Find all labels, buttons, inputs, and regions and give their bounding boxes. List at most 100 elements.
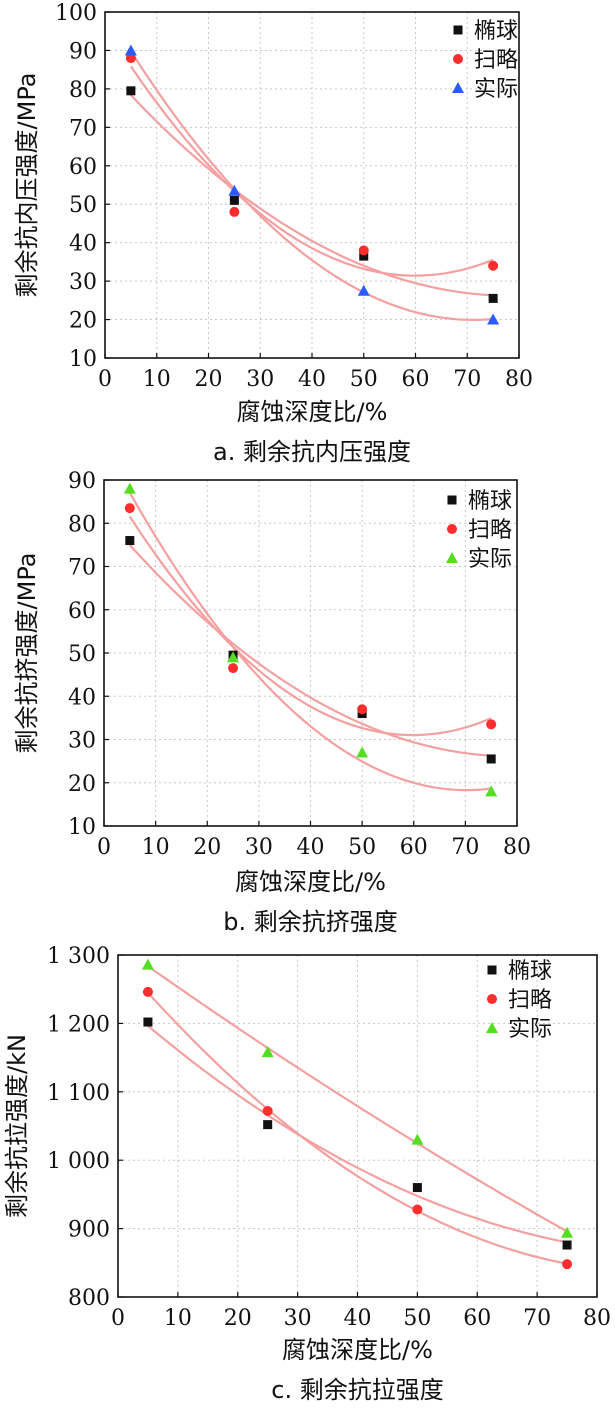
data-point-triangle	[485, 785, 498, 797]
y-tick-label: 30	[68, 729, 96, 754]
data-point-circle	[488, 260, 499, 271]
data-point-triangle	[123, 482, 136, 494]
x-tick-label: 30	[246, 367, 274, 392]
y-tick-label: 20	[69, 309, 97, 334]
y-tick-label: 1 000	[47, 1149, 110, 1174]
legend-marker-circle	[453, 54, 463, 64]
legend-marker-triangle	[486, 1022, 498, 1033]
legend-marker-triangle	[446, 552, 458, 563]
legend-label: 椭球	[508, 959, 552, 984]
chart-panel-c: 0 10 20 30 40 50 60 70 80 800 900 1 000 1 100 1 200 1 …	[3, 944, 611, 1404]
legend-marker-circle	[447, 524, 457, 534]
x-tick-label: 10	[143, 367, 171, 392]
y-tick-label: 80	[68, 512, 96, 537]
grid	[105, 12, 519, 358]
grid	[118, 955, 597, 1297]
chart-panel-a: 0 10 20 30 40 50 60 70 80102030405060708090100腐蚀…	[13, 1, 533, 466]
x-tick-label: 0	[98, 367, 112, 392]
data-point-circle	[486, 719, 497, 730]
legend-label: 扫略	[508, 988, 552, 1013]
fit-curve	[129, 50, 494, 321]
data-point-circle	[358, 245, 369, 256]
fit-curve	[147, 965, 568, 1233]
data-point-circle	[229, 206, 240, 217]
y-tick-label: 60	[69, 155, 97, 180]
fit-curve	[128, 544, 492, 757]
legend-label: 实际	[468, 547, 512, 572]
data-point-triangle	[487, 313, 500, 325]
x-tick-label: 30	[284, 1306, 312, 1331]
y-tick-label: 40	[69, 232, 97, 257]
y-tick-label: 10	[68, 815, 96, 840]
legend-label: 椭球	[474, 19, 518, 44]
y-tick-label: 60	[68, 599, 96, 624]
fit-curve	[130, 94, 494, 297]
data-point-triangle	[356, 746, 369, 758]
legend-marker-square	[487, 965, 497, 975]
chart-caption: b. 剩余抗挤强度	[223, 908, 398, 936]
x-axis-label: 腐蚀深度比/%	[235, 868, 386, 896]
legend-label: 实际	[474, 77, 518, 102]
fit-curve	[128, 492, 492, 792]
data-point-circle	[412, 1204, 423, 1215]
x-tick-label: 80	[505, 367, 533, 392]
legend-label: 扫略	[468, 518, 512, 543]
x-tick-label: 70	[523, 1306, 551, 1331]
x-tick-label: 30	[245, 835, 273, 860]
data-point-square	[562, 1240, 572, 1250]
data-point-square	[488, 293, 498, 303]
y-tick-label: 900	[68, 1218, 110, 1243]
x-tick-label: 80	[583, 1306, 611, 1331]
fit-curve	[147, 1024, 568, 1244]
y-tick-label: 80	[69, 78, 97, 103]
chart-panel-b: 0 10 20 30 40 50 60 70 80102030405060708090腐蚀深度比…	[13, 469, 531, 936]
legend-marker-triangle	[452, 82, 464, 93]
y-tick-label: 800	[68, 1286, 110, 1311]
x-axis-label: 腐蚀深度比/%	[237, 398, 388, 426]
x-tick-label: 20	[195, 367, 223, 392]
data-point-circle	[562, 1259, 573, 1270]
legend-marker-circle	[487, 994, 497, 1004]
data-point-square	[125, 536, 135, 546]
x-tick-label: 50	[348, 835, 376, 860]
data-point-triangle	[227, 651, 240, 663]
data-point-triangle	[228, 184, 241, 196]
legend-marker-square	[453, 25, 463, 35]
chart-caption: c. 剩余抗拉强度	[271, 1376, 443, 1404]
data-point-triangle	[261, 1046, 274, 1058]
y-tick-label: 30	[69, 270, 97, 295]
y-tick-label: 20	[68, 772, 96, 797]
x-tick-label: 80	[503, 835, 531, 860]
legend-marker-square	[447, 495, 457, 505]
x-tick-label: 40	[344, 1306, 372, 1331]
data-point-circle	[142, 986, 153, 997]
data-point-square	[143, 1017, 153, 1027]
y-tick-label: 10	[69, 347, 97, 372]
y-tick-label: 1 300	[47, 944, 110, 969]
x-tick-label: 0	[97, 835, 111, 860]
chart-caption: a. 剩余抗内压强度	[213, 438, 411, 466]
x-tick-label: 70	[453, 367, 481, 392]
data-point-square	[263, 1120, 273, 1130]
x-tick-label: 10	[142, 835, 170, 860]
y-tick-label: 70	[69, 116, 97, 141]
y-tick-label: 50	[69, 193, 97, 218]
legend-label: 椭球	[468, 489, 512, 514]
data-point-square	[126, 86, 136, 96]
x-tick-label: 50	[403, 1306, 431, 1331]
x-tick-label: 70	[451, 835, 479, 860]
y-tick-label: 90	[69, 39, 97, 64]
data-point-square	[229, 195, 239, 205]
x-axis-label: 腐蚀深度比/%	[282, 1336, 433, 1364]
x-tick-label: 10	[164, 1306, 192, 1331]
y-tick-label: 90	[68, 469, 96, 494]
data-point-square	[412, 1183, 422, 1193]
legend-label: 扫略	[474, 48, 518, 73]
data-point-triangle	[124, 44, 137, 56]
y-axis-label: 剩余抗拉强度/kN	[3, 1034, 31, 1218]
y-tick-label: 70	[68, 556, 96, 581]
x-tick-label: 50	[350, 367, 378, 392]
